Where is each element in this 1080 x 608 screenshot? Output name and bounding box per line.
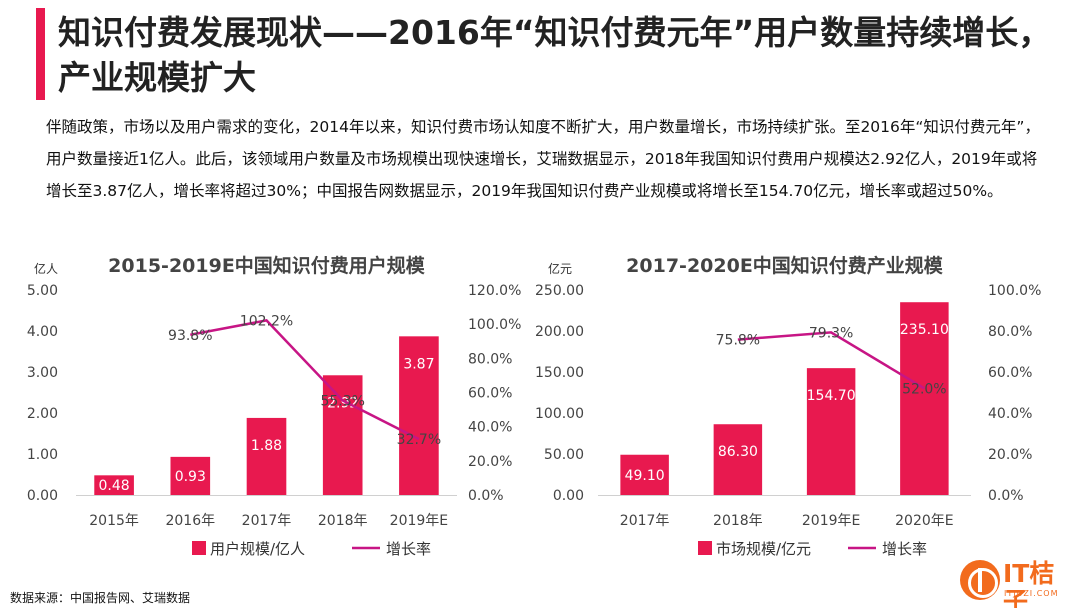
- bar: [94, 475, 134, 495]
- left-axis-tick: 0.00: [27, 488, 58, 504]
- bar-data-label: 0.48: [99, 478, 130, 494]
- x-axis-tick: 2017年: [242, 513, 292, 529]
- line-data-label: 93.8%: [168, 328, 212, 344]
- bar: [620, 454, 669, 495]
- right-axis-tick: 120.0%: [468, 283, 521, 299]
- left-axis-tick: 1.00: [27, 447, 58, 463]
- bar-data-label: 235.10: [900, 322, 949, 338]
- left-axis-unit: 亿人: [34, 261, 58, 276]
- line-data-label: 79.3%: [809, 325, 853, 341]
- left-axis-unit: 亿元: [548, 261, 572, 276]
- bar: [246, 417, 287, 495]
- left-axis-tick: 100.00: [535, 406, 584, 422]
- bar: [806, 368, 856, 495]
- title-accent-bar: [36, 8, 45, 100]
- left-axis-tick: 5.00: [27, 283, 58, 299]
- bar-data-label: 1.88: [251, 438, 282, 454]
- x-axis-tick: 2020年E: [895, 513, 953, 529]
- data-source-note: 数据来源：中国报告网、艾瑞数据: [10, 591, 191, 605]
- bar: [713, 424, 763, 495]
- x-axis-tick: 2016年: [165, 513, 215, 529]
- left-axis-tick: 2.00: [27, 406, 58, 422]
- right-axis-tick: 20.0%: [988, 447, 1032, 463]
- right-axis-tick: 80.0%: [988, 324, 1032, 340]
- right-axis-tick: 40.0%: [988, 406, 1032, 422]
- right-axis-tick: 100.0%: [468, 317, 521, 333]
- logo-name: IT桔子: [1003, 559, 1055, 608]
- intro-paragraph: 伴随政策，市场以及用户需求的变化，2014年以来，知识付费市场认知度不断扩大，用…: [46, 118, 1040, 200]
- x-axis-tick: 2018年: [713, 513, 763, 529]
- left-axis-tick: 4.00: [27, 324, 58, 340]
- bar: [900, 302, 949, 495]
- line-data-label: 32.7%: [397, 432, 441, 448]
- bar-data-label: 2.92: [327, 395, 358, 411]
- right-axis-tick: 20.0%: [468, 454, 512, 470]
- chart-svg: 2017-2020E中国知识付费产业规模 亿元 0.00 50.00 100.00 150…: [535, 254, 1041, 558]
- industry-scale-chart: 2017-2020E中国知识付费产业规模 亿元 0.00 50.00 100.00 150…: [535, 248, 1078, 593]
- bar-data-label: 3.87: [403, 356, 434, 372]
- legend-bar-swatch: [192, 541, 206, 555]
- x-axis-tick: 2015年: [89, 513, 139, 529]
- left-axis-tick: 150.00: [535, 365, 584, 381]
- right-axis-tick: 0.0%: [988, 488, 1024, 504]
- bar: [399, 336, 439, 495]
- right-axis-tick: 80.0%: [468, 351, 512, 367]
- growth-rate-line: [737, 331, 926, 390]
- legend-bar-swatch: [698, 541, 712, 555]
- line-data-label: 55.3%: [320, 394, 364, 410]
- line-data-label: 52.0%: [902, 381, 946, 397]
- x-axis-tick: 2019年E: [390, 513, 448, 529]
- legend-bar-label: 用户规模/亿人: [210, 540, 305, 558]
- left-axis-tick: 50.00: [544, 447, 584, 463]
- user-scale-chart: 2015-2019E中国知识付费用户规模 亿人 0.00 1.00 2.00 3.00 4.…: [20, 248, 540, 593]
- left-axis-tick: 3.00: [27, 365, 58, 381]
- bar-data-label: 0.93: [175, 469, 206, 485]
- bar-data-label: 154.70: [807, 388, 856, 404]
- left-axis-tick: 200.00: [535, 324, 584, 340]
- right-axis-tick: 40.0%: [468, 420, 512, 436]
- legend-line-label: 增长率: [882, 540, 927, 558]
- bar: [322, 375, 363, 495]
- legend-bar-label: 市场规模/亿元: [716, 540, 811, 558]
- legend-line-label: 增长率: [386, 540, 431, 558]
- chart-svg: 2015-2019E中国知识付费用户规模 亿人 0.00 1.00 2.00 3.00 4.…: [27, 254, 522, 558]
- x-axis-tick: 2018年: [318, 513, 368, 529]
- bar-data-label: 49.10: [625, 468, 665, 484]
- right-axis-tick: 60.0%: [468, 386, 512, 402]
- x-axis-tick: 2017年: [620, 513, 670, 529]
- logo-url: ITJUZI.COM: [1004, 589, 1059, 598]
- left-axis-tick: 0.00: [553, 488, 584, 504]
- chart-title: 2017-2020E中国知识付费产业规模: [626, 254, 944, 277]
- left-axis-tick: 250.00: [535, 283, 584, 299]
- line-data-label: 102.2%: [240, 313, 293, 329]
- x-axis-tick: 2019年E: [802, 513, 860, 529]
- itjuzi-logo: IT桔子 ITJUZI.COM: [960, 558, 1078, 608]
- bar-data-label: 86.30: [718, 444, 758, 460]
- chart-title: 2015-2019E中国知识付费用户规模: [108, 254, 426, 277]
- right-axis-tick: 0.0%: [468, 488, 504, 504]
- bar: [170, 456, 211, 495]
- right-axis-tick: 100.0%: [988, 283, 1041, 299]
- right-axis-tick: 60.0%: [988, 365, 1032, 381]
- orange-logo-icon: [960, 560, 1000, 600]
- line-data-label: 75.8%: [716, 333, 760, 349]
- growth-rate-line: [190, 319, 420, 441]
- page-title: 知识付费发展现状——2016年“知识付费元年”用户数量持续增长，产业规模扩大: [58, 13, 1052, 97]
